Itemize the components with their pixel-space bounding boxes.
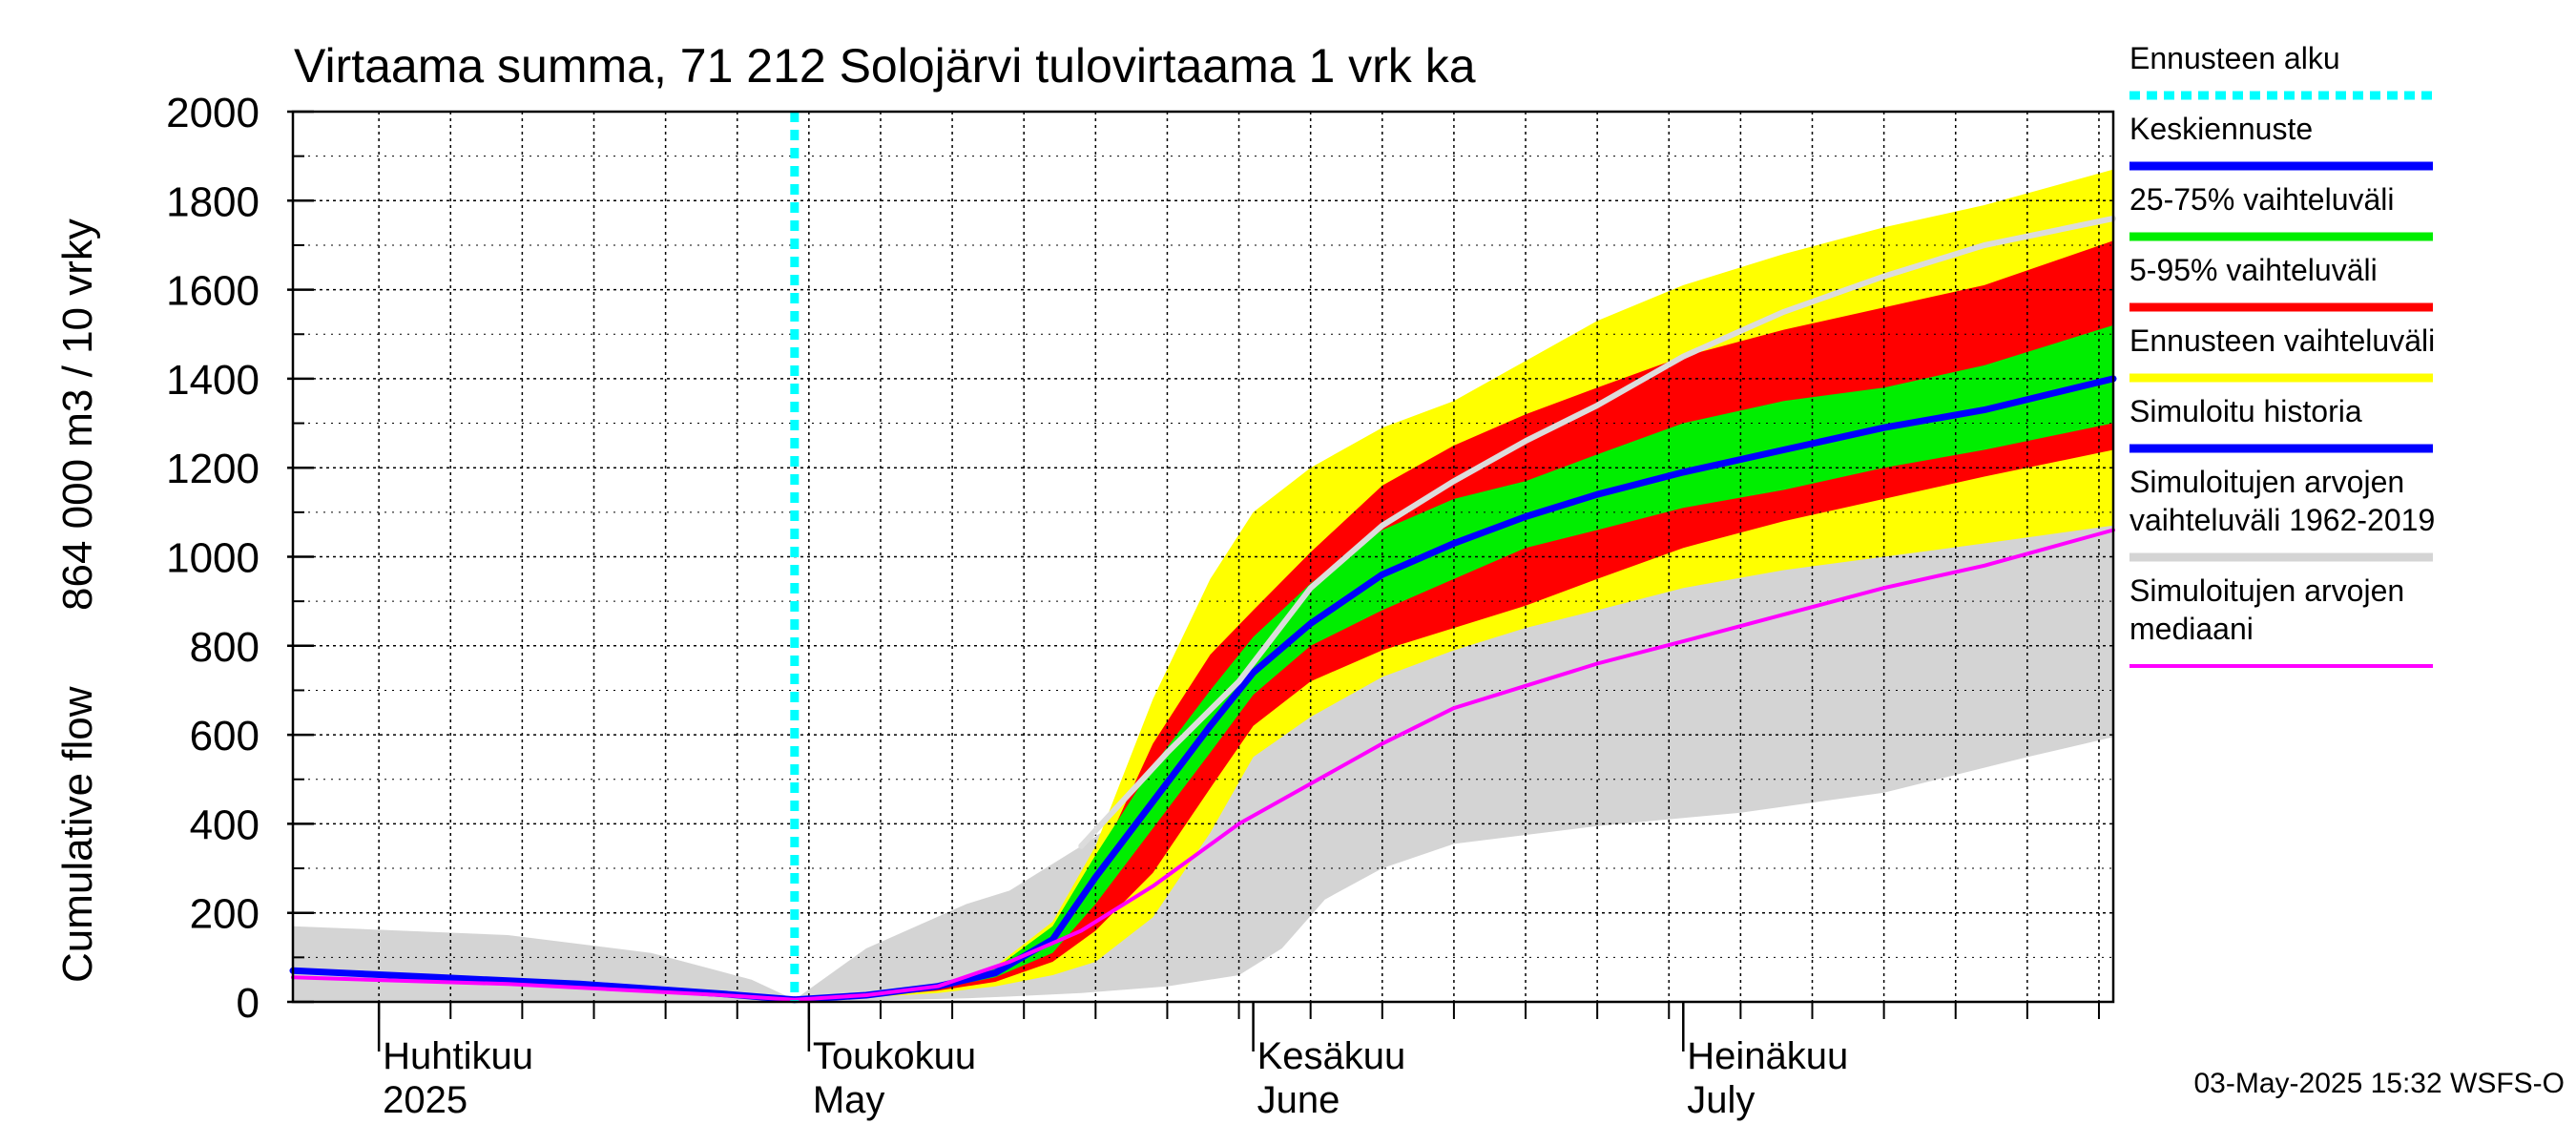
y-tick-label-3: 600: [190, 713, 260, 760]
y-axis-label-bottom: Cumulative flow: [54, 686, 101, 983]
legend-label-6-0: Simuloitujen arvojen: [2129, 465, 2404, 499]
axes-layer: 0 200 400 600 800 1000 1200 1400 1600 1800 2000 Huh…: [166, 90, 2115, 1121]
month-label-en-0: 2025: [383, 1079, 467, 1121]
grid-layer: [293, 112, 2113, 1002]
month-label-fi-0: Huhtikuu: [383, 1035, 533, 1077]
y-tick-label-2: 400: [190, 802, 260, 848]
y-tick-label-4: 800: [190, 624, 260, 671]
month-label-fi-1: Toukokuu: [813, 1035, 976, 1077]
line-mean: [791, 375, 2117, 1004]
month-label-fi-2: Kesäkuu: [1257, 1035, 1406, 1077]
month-label-en-2: June: [1257, 1079, 1340, 1121]
y-tick-label-5: 1000: [166, 535, 260, 582]
legend-label-7-1: mediaani: [2129, 612, 2254, 646]
month-label-en-3: July: [1687, 1079, 1755, 1121]
legend-label-4: Ennusteen vaihteluväli: [2129, 323, 2435, 358]
month-label-fi-3: Heinäkuu: [1687, 1035, 1848, 1077]
y-tick-label-7: 1400: [166, 357, 260, 404]
y-tick-label-10: 2000: [166, 90, 260, 136]
y-tick-label-0: 0: [237, 980, 260, 1027]
legend-label-2: 25-75% vaihteluväli: [2129, 182, 2395, 217]
y-tick-label-6: 1200: [166, 446, 260, 492]
chart-title: Virtaama summa, 71 212 Solojärvi tulovir…: [294, 39, 1476, 93]
y-tick-label-8: 1600: [166, 268, 260, 315]
y-tick-label-9: 1800: [166, 178, 260, 225]
y-tick-label-1: 200: [190, 891, 260, 938]
legend-label-7-0: Simuloitujen arvojen: [2129, 573, 2404, 608]
lines-layer: [289, 112, 2117, 1004]
legend: Ennusteen alku Keskiennuste 25-75% vaihtel…: [2129, 41, 2435, 668]
legend-label-1: Keskiennuste: [2129, 112, 2313, 146]
legend-label-6-1: vaihteluväli 1962-2019: [2129, 503, 2435, 537]
line-median: [291, 528, 2115, 1002]
legend-label-3: 5-95% vaihteluväli: [2129, 253, 2378, 287]
footer-timestamp: 03-May-2025 15:32 WSFS-O: [2194, 1068, 2566, 1099]
band-p25_75: [794, 324, 2113, 1000]
legend-label-5: Simuloitu historia: [2129, 394, 2362, 428]
month-label-en-1: May: [813, 1079, 885, 1121]
line-hist_max_line: [1078, 216, 2116, 849]
y-axis-label-top: 864 000 m3 / 10 vrky: [54, 219, 101, 611]
legend-label-0: Ennusteen alku: [2129, 41, 2340, 75]
